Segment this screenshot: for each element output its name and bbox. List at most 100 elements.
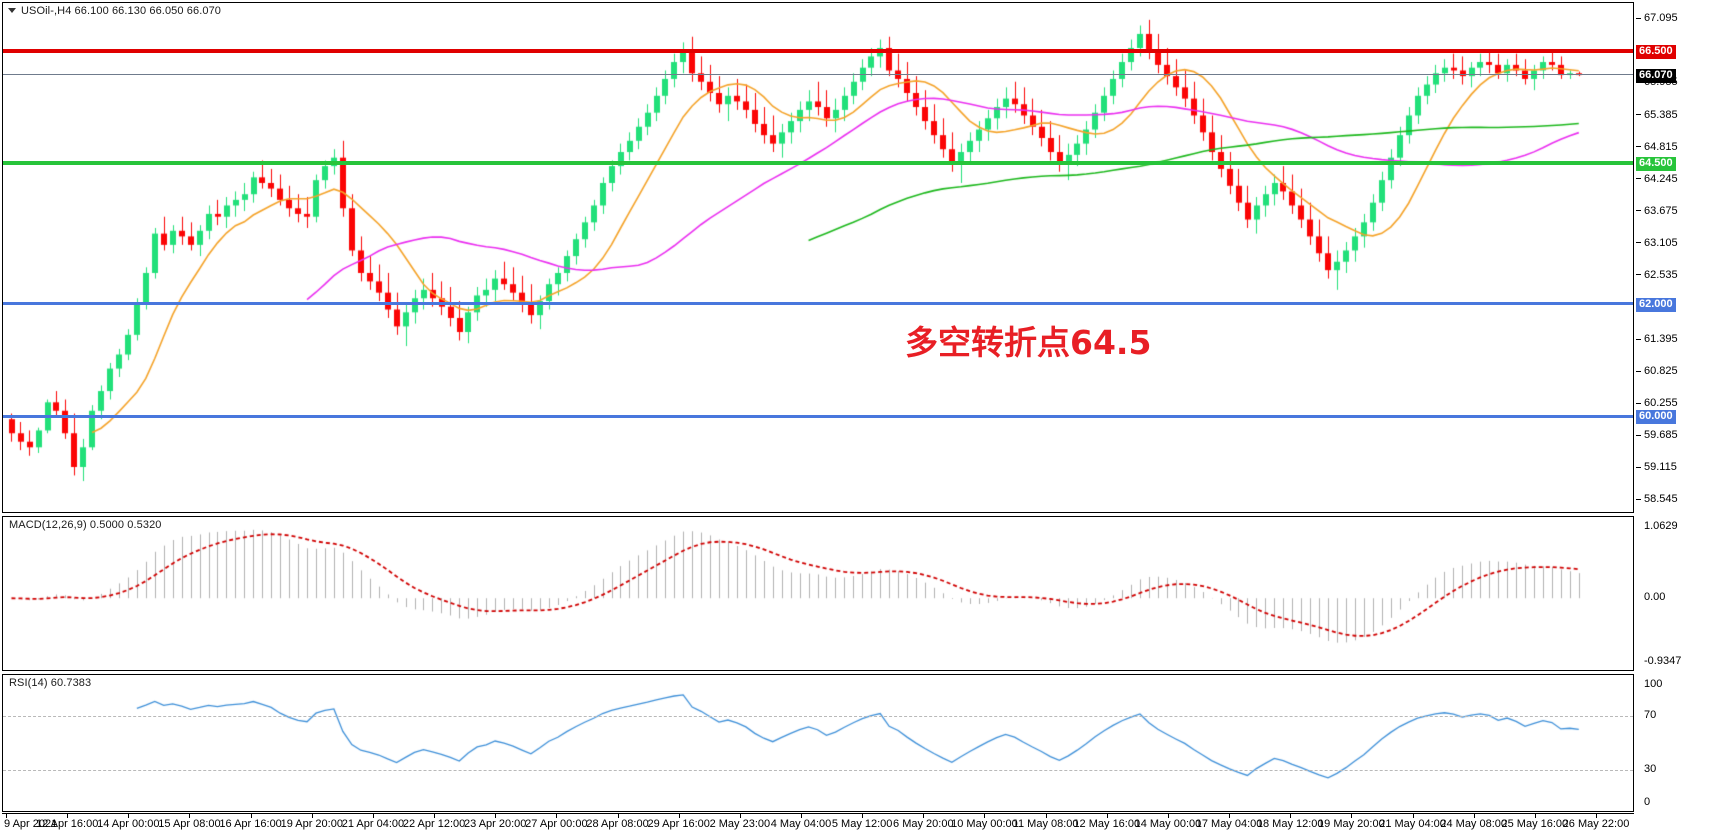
- rsi-gridline-30: [3, 770, 1633, 772]
- price-tick-label: 60.255: [1636, 397, 1678, 409]
- time-tick-mark: [311, 814, 313, 818]
- support-62000-chip[interactable]: 62.000: [1636, 297, 1676, 312]
- rsi-gridlines: [3, 675, 1633, 811]
- price-level-lines: [3, 3, 1633, 512]
- time-tick-mark: [862, 814, 864, 818]
- time-tick-label: 6 May 20:00: [893, 818, 954, 830]
- support-line-60000[interactable]: [3, 414, 1633, 418]
- time-tick-mark: [6, 814, 7, 818]
- time-tick-label: 11 May 08:00: [1012, 818, 1079, 830]
- time-tick-mark: [128, 814, 130, 818]
- price-series-plot: [3, 3, 1633, 512]
- price-tick-label: 58.545: [1636, 493, 1678, 505]
- time-tick-label: 28 Apr 08:00: [586, 818, 649, 830]
- rsi-gridline-70: [3, 715, 1633, 717]
- pivot-line-64500[interactable]: [3, 161, 1633, 166]
- time-tick-label: 22 Apr 12:00: [402, 818, 466, 830]
- time-tick-label: 2 May 23:00: [709, 818, 771, 830]
- chart-annotation-text: 多空转折点64.5: [905, 323, 1152, 362]
- macd-tick-label: -0.9347: [1644, 655, 1682, 667]
- time-tick-label: 12 Apr 16:00: [35, 818, 99, 830]
- price-tick-label: 67.095: [1636, 12, 1678, 24]
- time-tick-mark: [556, 814, 558, 818]
- time-tick-label: 23 Apr 20:00: [464, 818, 527, 830]
- price-tick-label: 63.105: [1636, 237, 1678, 249]
- price-tick-label: 63.675: [1636, 205, 1678, 217]
- time-tick-mark: [1473, 814, 1475, 818]
- rsi-tick-label: 70: [1644, 708, 1657, 721]
- time-tick-label: 17 May 04:00: [1195, 818, 1263, 830]
- time-tick-mark: [250, 814, 252, 818]
- resistance-line-66500[interactable]: [3, 48, 1633, 53]
- time-tick-mark: [495, 814, 497, 818]
- time-tick-mark: [1290, 814, 1292, 818]
- rsi-indicator-panel[interactable]: RSI(14) 60.7383: [2, 674, 1634, 812]
- time-tick-label: 15 Apr 08:00: [158, 818, 221, 830]
- rsi-tick-label: 0: [1644, 796, 1651, 808]
- support-60000-chip[interactable]: 60.000: [1636, 410, 1676, 425]
- time-tick-mark: [189, 814, 191, 818]
- time-tick-mark: [801, 814, 802, 818]
- time-tick-label: 5 May 12:00: [831, 818, 893, 830]
- time-tick-label: 29 Apr 16:00: [647, 818, 710, 830]
- time-tick-mark: [923, 814, 925, 818]
- price-tick-label: 65.385: [1636, 109, 1678, 121]
- time-tick-label: 16 Apr 16:00: [219, 818, 282, 830]
- time-tick-label: 14 May 00:00: [1134, 818, 1202, 830]
- time-tick-mark: [1412, 814, 1414, 818]
- support-line-62000[interactable]: [3, 302, 1633, 306]
- time-tick-mark: [678, 814, 680, 818]
- time-tick-label: 26 May 22:00: [1562, 818, 1630, 830]
- time-tick-mark: [1596, 814, 1597, 818]
- price-chart-panel[interactable]: USOil-,H4 66.100 66.130 66.050 66.070: [2, 2, 1634, 513]
- resistance-66500-chip[interactable]: 66.500: [1636, 44, 1676, 59]
- time-tick-label: 21 May 04:00: [1379, 818, 1446, 830]
- last-price-chip[interactable]: 66.070: [1636, 68, 1676, 83]
- time-tick-label: 4 May 04:00: [770, 818, 832, 830]
- last-price-line[interactable]: [3, 74, 1633, 76]
- macd-axis-scale[interactable]: 1.0629 0.00 -0.9347: [1636, 516, 1724, 671]
- macd-series-plot: [3, 517, 1633, 670]
- time-tick-mark: [984, 814, 986, 818]
- macd-label: MACD(12,26,9) 0.5000 0.5320: [9, 519, 162, 531]
- rsi-axis-scale[interactable]: 100 70 30 0: [1636, 674, 1724, 812]
- rsi-label: RSI(14) 60.7383: [9, 677, 92, 689]
- rsi-tick-label: 30: [1644, 763, 1657, 776]
- time-tick-mark: [434, 814, 436, 818]
- price-axis-scale[interactable]: 67.09565.95565.38564.81564.24563.67563.1…: [1636, 2, 1724, 513]
- macd-tick-label: 1.0629: [1644, 520, 1678, 532]
- macd-tick-label: 0.00: [1644, 591, 1666, 604]
- rsi-series-plot: [3, 675, 1633, 811]
- time-tick-label: 19 Apr 20:00: [280, 818, 343, 830]
- time-tick-label: 24 May 08:00: [1440, 818, 1508, 830]
- time-tick-label: 12 May 16:00: [1073, 818, 1141, 830]
- time-tick-label: 25 May 16:00: [1501, 818, 1569, 830]
- time-tick-mark: [1351, 814, 1353, 818]
- time-tick-label: 10 May 00:00: [951, 818, 1018, 830]
- time-tick-mark: [1534, 814, 1536, 818]
- pivot-64500-chip[interactable]: 64.500: [1636, 157, 1676, 172]
- price-tick-label: 59.685: [1636, 429, 1678, 441]
- symbol-ohlc-label: USOil-,H4 66.100 66.130 66.050 66.070: [21, 5, 222, 17]
- price-tick-label: 59.115: [1636, 461, 1677, 473]
- time-tick-mark: [1229, 814, 1231, 818]
- macd-indicator-panel[interactable]: MACD(12,26,9) 0.5000 0.5320: [2, 516, 1634, 671]
- time-tick-label: 14 Apr 00:00: [97, 818, 160, 830]
- time-tick-label: 27 Apr 00:00: [525, 818, 588, 830]
- time-tick-mark: [1167, 814, 1169, 818]
- time-tick-label: 21 Apr 04:00: [341, 818, 405, 830]
- price-tick-label: 61.395: [1636, 333, 1678, 345]
- time-axis[interactable]: 9 Apr 2021 12 Apr 16:00 14 Apr 00:00 15 Apr…: [2, 813, 1634, 839]
- time-tick-mark: [617, 814, 619, 818]
- time-tick-label: 9 Apr 2021: [4, 818, 58, 830]
- price-tick-label: 64.245: [1636, 173, 1678, 185]
- triangle-down-icon[interactable]: [8, 8, 16, 13]
- price-tick-label: 60.825: [1636, 365, 1678, 377]
- time-tick-mark: [67, 814, 69, 818]
- time-tick-label: 18 May 12:00: [1256, 818, 1324, 830]
- time-tick-label: 19 May 20:00: [1318, 818, 1385, 830]
- rsi-tick-label: 100: [1644, 678, 1663, 690]
- time-tick-mark: [1106, 814, 1108, 818]
- time-tick-mark: [739, 814, 741, 818]
